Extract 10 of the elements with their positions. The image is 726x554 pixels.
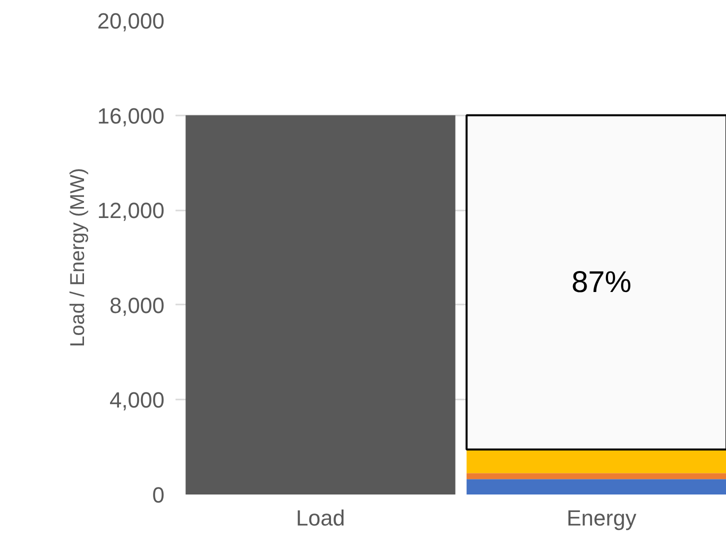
y-tick-label: 0 [152, 482, 165, 508]
y-tick-label: 4,000 [109, 388, 165, 413]
y-tick-label: 16,000 [97, 103, 165, 128]
annotation: 87% [571, 266, 632, 299]
x-tick-label: Energy [566, 506, 636, 530]
y-tick-label: 20,000 [97, 8, 165, 34]
x-tick-label: Load [296, 506, 345, 530]
y-tick-label: 12,000 [97, 198, 165, 224]
y-tick-label: 8,000 [109, 292, 165, 318]
y-axis-title: Load / Energy (MW) [67, 168, 90, 347]
